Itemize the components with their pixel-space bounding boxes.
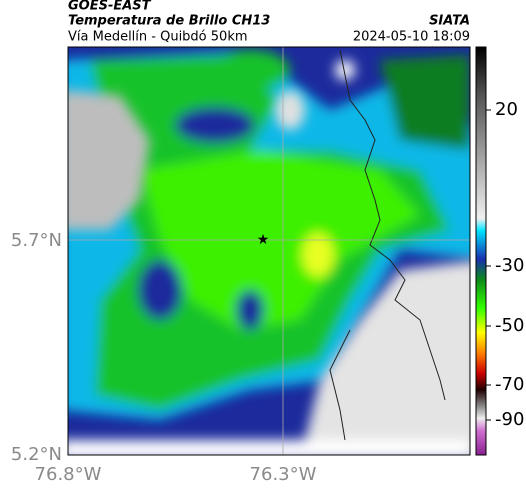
- colorbar-tick: -30: [495, 255, 524, 276]
- satellite-image: ★: [68, 47, 470, 455]
- lon-label: 76.8°W: [35, 464, 102, 485]
- colorbar-tick: -50: [495, 315, 524, 336]
- colorbar-tick: 20: [495, 99, 518, 120]
- timestamp: 2024-05-10 18:09: [353, 30, 470, 45]
- colorbar-tick: -90: [495, 409, 524, 430]
- agency: SIATA: [429, 14, 470, 29]
- source: GOES-EAST: [68, 0, 152, 14]
- lat-label: 5.7°N: [11, 230, 62, 251]
- svg-text:★: ★: [257, 232, 270, 248]
- route: Vía Medellín - Quibdó 50km: [68, 30, 248, 45]
- colorbar-tick: -70: [495, 374, 524, 395]
- lon-label: 76.3°W: [250, 464, 317, 485]
- lat-label: 5.2°N: [11, 444, 62, 465]
- colorbar: [475, 46, 487, 456]
- product: Temperatura de Brillo CH13: [68, 14, 270, 29]
- map-frame: [67, 46, 471, 456]
